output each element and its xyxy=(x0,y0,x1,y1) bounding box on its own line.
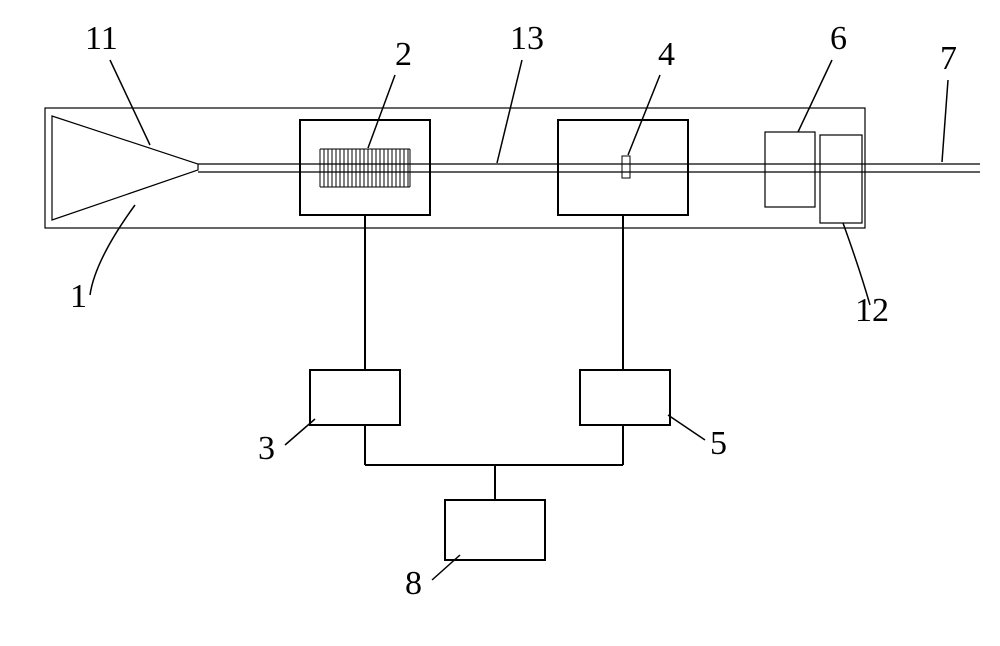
coil-spring xyxy=(320,149,410,187)
label-1: 1 xyxy=(70,278,87,316)
marker-4 xyxy=(622,156,630,178)
label-3: 3 xyxy=(258,430,275,468)
leader-6 xyxy=(798,60,832,132)
label-4: 4 xyxy=(658,36,675,74)
label-12: 12 xyxy=(855,292,889,330)
diagram-svg xyxy=(0,0,1000,646)
label-2: 2 xyxy=(395,36,412,74)
leader-13 xyxy=(497,60,522,163)
box-12 xyxy=(820,135,862,223)
box-8 xyxy=(445,500,545,560)
leader-2 xyxy=(368,75,395,148)
leader-4 xyxy=(628,75,660,155)
label-6: 6 xyxy=(830,20,847,58)
leader-1 xyxy=(90,205,135,295)
leader-5 xyxy=(668,415,705,440)
box-6 xyxy=(765,132,815,207)
box-5 xyxy=(580,370,670,425)
label-13: 13 xyxy=(510,20,544,58)
box-3 xyxy=(310,370,400,425)
leader-3 xyxy=(285,419,315,445)
leader-11 xyxy=(110,60,150,145)
main-housing xyxy=(45,108,865,228)
box-4 xyxy=(558,120,688,215)
cone-inlet xyxy=(52,116,198,220)
label-8: 8 xyxy=(405,565,422,603)
label-5: 5 xyxy=(710,425,727,463)
technical-diagram: 11 2 13 4 6 7 1 12 3 5 8 xyxy=(0,0,1000,646)
label-7: 7 xyxy=(940,40,957,78)
leader-7 xyxy=(942,80,948,162)
label-11: 11 xyxy=(85,20,118,58)
